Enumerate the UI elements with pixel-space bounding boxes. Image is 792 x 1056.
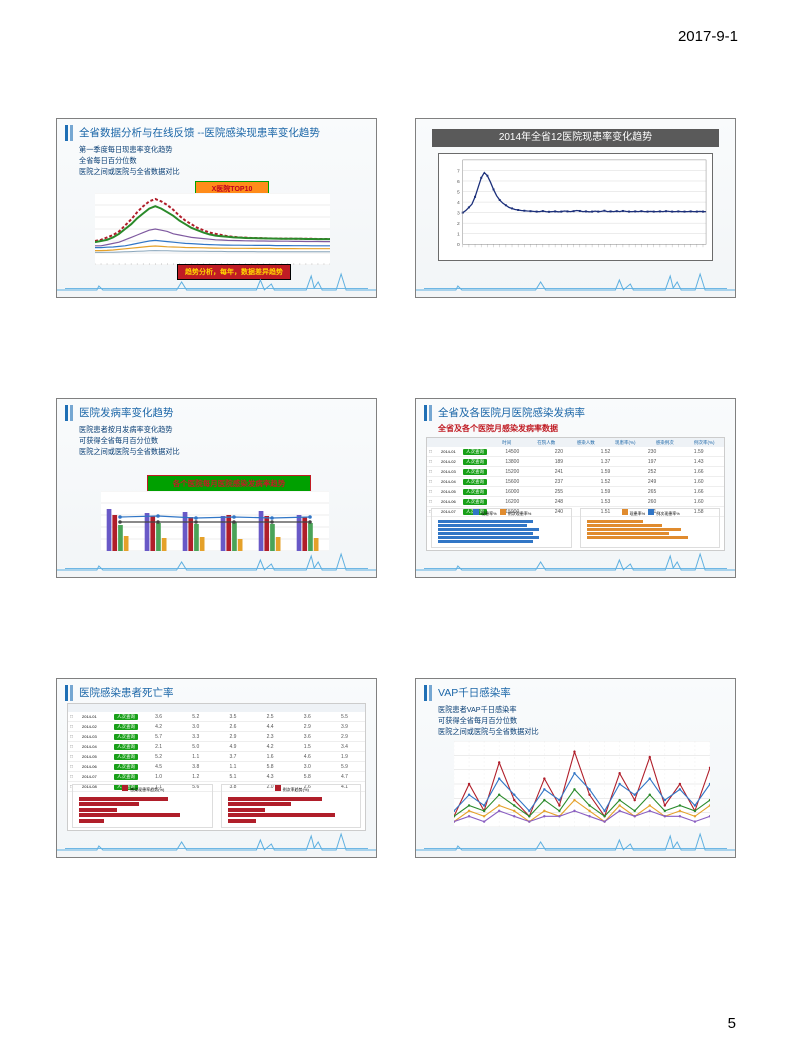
slides-grid: 全省数据分析与在线反馈 --医院感染现患率变化趋势 第一季度每日现患率变化趋势 … — [56, 118, 736, 858]
slide-1-title-block: 全省数据分析与在线反馈 --医院感染现患率变化趋势 — [57, 119, 376, 141]
bullet: 医院之间或医院与全省数据对比 — [79, 167, 376, 178]
page-date: 2017-9-1 — [678, 28, 738, 45]
slide-6-bullets: 医院患者VAP千日感染率 可获得全省每月百分位数 医院之间或医院与全省数据对比 — [416, 701, 735, 737]
skyline-icon — [416, 270, 735, 292]
bullet: 医院患者VAP千日感染率 — [438, 705, 735, 716]
bullet: 医院之间或医院与全省数据对比 — [79, 447, 376, 458]
slide-5-title: 医院感染患者死亡率 — [79, 688, 174, 699]
bullet: 可获得全省每月百分位数 — [79, 436, 376, 447]
bullet: 第一季度每日现患率变化趋势 — [79, 145, 376, 156]
slide-6-chart — [454, 741, 710, 827]
skyline-icon — [57, 270, 376, 292]
slide-3-title-block: 医院发病率变化趋势 — [57, 399, 376, 421]
slide-4-subtitle-wrap: 全省及各个医院月感染发病率数据 — [416, 421, 735, 435]
slide-1-chart — [95, 193, 330, 265]
slide-5-title-block: 医院感染患者死亡率 — [57, 679, 376, 701]
slide-6: VAP千日感染率 医院患者VAP千日感染率 可获得全省每月百分位数 医院之间或医… — [415, 678, 736, 858]
slide-4-subtitle: 全省及各个医院月感染发病率数据 — [438, 423, 735, 435]
svg-text:3: 3 — [457, 211, 460, 217]
slide-6-title: VAP千日感染率 — [438, 688, 511, 699]
bullet: 可获得全省每月百分位数 — [438, 716, 735, 727]
skyline-icon — [57, 830, 376, 852]
slide-1: 全省数据分析与在线反馈 --医院感染现患率变化趋势 第一季度每日现患率变化趋势 … — [56, 118, 377, 298]
slide-5: 医院感染患者死亡率 □2014-01人次查询3.65.23.52.53.65.5… — [56, 678, 377, 858]
skyline-icon — [57, 550, 376, 572]
slide-3-bullets: 医院患者按月发病率变化趋势 可获得全省每月百分位数 医院之间或医院与全省数据对比 — [57, 421, 376, 457]
slide-5-dashboard: □2014-01人次查询3.65.23.52.53.65.5□2014-02人次… — [67, 703, 366, 831]
slide-2: 2014年全省12医院现患率变化趋势 0 1 2 3 4 5 6 7 — [415, 118, 736, 298]
svg-text:6: 6 — [457, 179, 460, 185]
svg-text:5: 5 — [457, 190, 460, 196]
slide-3-title: 医院发病率变化趋势 — [79, 408, 174, 419]
title-bars-icon — [65, 125, 73, 141]
slide-2-banner: 2014年全省12医院现患率变化趋势 — [432, 129, 719, 147]
bullet: 全省每日百分位数 — [79, 156, 376, 167]
skyline-icon — [416, 830, 735, 852]
slide-4-title: 全省及各医院月医院感染发病率 — [438, 408, 585, 419]
svg-text:0: 0 — [457, 242, 460, 248]
svg-text:7: 7 — [457, 168, 460, 174]
slide-4: 全省及各医院月医院感染发病率 全省及各个医院月感染发病率数据 时间在院人数感染人… — [415, 398, 736, 578]
slide-6-title-block: VAP千日感染率 — [416, 679, 735, 701]
slide-3: 医院发病率变化趋势 医院患者按月发病率变化趋势 可获得全省每月百分位数 医院之间… — [56, 398, 377, 578]
svg-text:2: 2 — [457, 221, 460, 227]
svg-text:1: 1 — [457, 232, 460, 238]
slide-4-title-block: 全省及各医院月医院感染发病率 — [416, 399, 735, 421]
badge-green: 各个医院每月医院感染发病率趋势 — [147, 475, 311, 492]
skyline-icon — [416, 550, 735, 572]
svg-text:4: 4 — [457, 200, 460, 206]
slide-1-title: 全省数据分析与在线反馈 --医院感染现患率变化趋势 — [79, 128, 320, 139]
title-bars-icon — [424, 685, 432, 701]
bullet: 医院患者按月发病率变化趋势 — [79, 425, 376, 436]
slide-1-bullets: 第一季度每日现患率变化趋势 全省每日百分位数 医院之间或医院与全省数据对比 — [57, 141, 376, 177]
title-bars-icon — [424, 405, 432, 421]
slide-4-dashboard: 时间在院人数感染人数现患率(%)感染例次例次率(%)□2014-01人次查询14… — [426, 437, 725, 551]
page-number: 5 — [728, 1015, 736, 1032]
title-bars-icon — [65, 405, 73, 421]
bullet: 医院之间或医院与全省数据对比 — [438, 727, 735, 738]
title-bars-icon — [65, 685, 73, 701]
slide-3-chart — [101, 491, 329, 551]
slide-2-chart-frame: 0 1 2 3 4 5 6 7 — [438, 153, 713, 261]
